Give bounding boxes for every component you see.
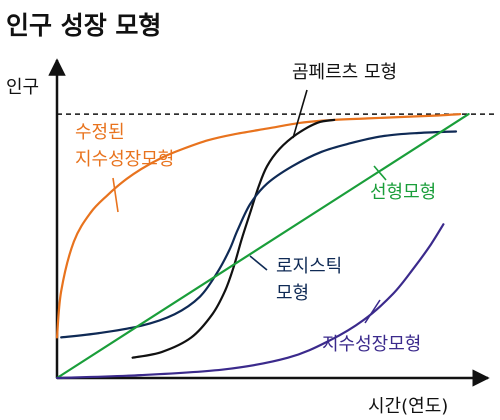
gompertz-label: 곰페르츠 모형	[292, 62, 397, 83]
modified-exponential-label-leader	[112, 177, 119, 213]
y-axis-label: 인구	[6, 77, 39, 98]
modified-exponential-label: 수정된 지수성장모형	[75, 122, 174, 170]
gompertz-label-leader	[292, 89, 308, 139]
logistic-label: 로지스틱 모형	[276, 256, 342, 304]
logistic-label-leader	[249, 255, 268, 271]
logistic-line	[60, 130, 458, 339]
modified-exponential-line	[55, 113, 462, 339]
gompertz-line	[131, 118, 336, 359]
linear-line	[55, 113, 470, 380]
exponential-label: 지수성장모형	[322, 334, 421, 355]
linear-label-leader	[373, 165, 387, 181]
exponential-label-leader	[364, 299, 381, 324]
linear-label: 선형모형	[370, 182, 436, 203]
x-axis-label: 시간(연도)	[368, 396, 448, 417]
chart-title: 인구 성장 모형	[6, 11, 161, 40]
exponential-line	[55, 223, 445, 380]
